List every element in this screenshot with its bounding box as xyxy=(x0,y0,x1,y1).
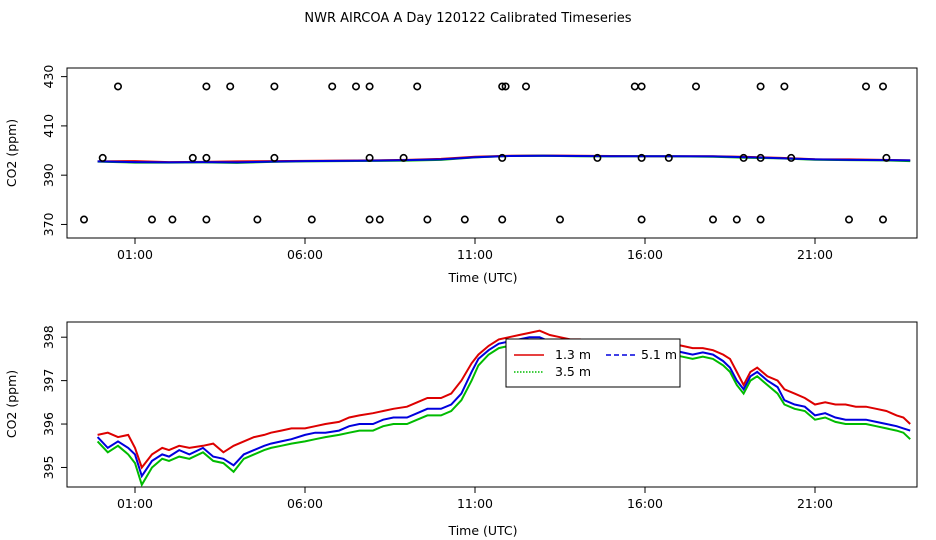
data-point xyxy=(637,215,646,224)
data-point xyxy=(307,215,316,224)
data-point xyxy=(593,153,602,162)
data-point xyxy=(756,215,765,224)
data-point xyxy=(691,82,700,91)
series-line-3-5-m xyxy=(96,338,911,488)
y-tick-label: 396 xyxy=(41,412,56,436)
data-point xyxy=(148,215,157,224)
series-group xyxy=(97,154,911,164)
data-point xyxy=(423,215,432,224)
plot-frame xyxy=(66,67,918,239)
data-point xyxy=(555,215,564,224)
x-tick-label: 21:00 xyxy=(797,247,833,262)
x-tick-label: 11:00 xyxy=(457,247,493,262)
chart-title: NWR AIRCOA A Day 120122 Calibrated Times… xyxy=(304,11,631,26)
y-axis-label: CO2 (ppm) xyxy=(4,370,19,438)
data-point xyxy=(787,153,796,162)
data-point xyxy=(365,82,374,91)
series-line-s2 xyxy=(97,154,911,164)
data-point xyxy=(188,153,197,162)
data-point xyxy=(226,82,235,91)
data-point xyxy=(756,153,765,162)
y-axis-label: CO2 (ppm) xyxy=(4,119,19,187)
data-point xyxy=(202,82,211,91)
x-tick-label: 01:00 xyxy=(117,496,153,511)
data-point xyxy=(351,82,360,91)
y-tick-label: 410 xyxy=(41,114,56,138)
data-point xyxy=(630,82,639,91)
data-point xyxy=(168,215,177,224)
points-group xyxy=(80,82,891,224)
data-point xyxy=(637,153,646,162)
y-tick-label: 395 xyxy=(41,456,56,480)
y-tick-label: 398 xyxy=(41,325,56,349)
x-tick-label: 01:00 xyxy=(117,247,153,262)
legend-label-3-5m: 3.5 m xyxy=(555,364,591,379)
data-point xyxy=(844,215,853,224)
y-tick-label: 390 xyxy=(41,163,56,187)
data-point xyxy=(498,82,507,91)
data-point xyxy=(270,153,279,162)
data-point xyxy=(399,153,408,162)
data-point xyxy=(328,82,337,91)
data-point xyxy=(861,82,870,91)
x-tick-label: 06:00 xyxy=(287,247,323,262)
y-tick-label: 397 xyxy=(41,369,56,393)
panel-all-measurements: 01:00 06:00 11:00 16:00 21:00 370 390 410 430 Ti… xyxy=(4,65,918,285)
data-point xyxy=(664,153,673,162)
legend-box xyxy=(505,338,681,388)
x-axis-label: Time (UTC) xyxy=(447,270,517,285)
y-tick-label: 370 xyxy=(41,212,56,236)
data-point xyxy=(878,215,887,224)
data-point xyxy=(365,153,374,162)
data-point xyxy=(637,82,646,91)
data-point xyxy=(270,82,279,91)
legend-label-1-3m: 1.3 m xyxy=(555,347,591,362)
data-point xyxy=(498,215,507,224)
data-point xyxy=(780,82,789,91)
x-tick-label: 16:00 xyxy=(627,247,663,262)
data-point xyxy=(98,153,107,162)
x-tick-label: 21:00 xyxy=(797,496,833,511)
data-point xyxy=(253,215,262,224)
data-point xyxy=(365,215,374,224)
data-point xyxy=(460,215,469,224)
y-tick-label: 430 xyxy=(41,65,56,89)
series-group xyxy=(96,329,911,488)
data-point xyxy=(882,153,891,162)
x-tick-label: 06:00 xyxy=(287,496,323,511)
legend: 1.3 m 3.5 m 5.1 m xyxy=(505,338,681,388)
tick-group: 01:00 06:00 11:00 16:00 21:00 395 396 397 398 xyxy=(41,325,833,511)
data-point xyxy=(202,153,211,162)
x-tick-label: 11:00 xyxy=(457,496,493,511)
data-point xyxy=(114,82,123,91)
data-point xyxy=(878,82,887,91)
x-tick-label: 16:00 xyxy=(627,496,663,511)
data-point xyxy=(739,153,748,162)
panel-levels: 01:00 06:00 11:00 16:00 21:00 395 396 397 398 Ti… xyxy=(4,321,918,538)
tick-group: 01:00 06:00 11:00 16:00 21:00 370 390 410 430 xyxy=(41,65,833,262)
data-point xyxy=(202,215,211,224)
legend-label-5-1m: 5.1 m xyxy=(641,347,677,362)
data-point xyxy=(413,82,422,91)
data-point xyxy=(708,215,717,224)
series-line-1-3-m xyxy=(97,329,911,470)
plot-frame xyxy=(66,321,918,488)
x-axis-label: Time (UTC) xyxy=(447,523,517,538)
data-point xyxy=(498,153,507,162)
data-point xyxy=(80,215,89,224)
data-point xyxy=(501,82,510,91)
data-point xyxy=(521,82,530,91)
data-point xyxy=(756,82,765,91)
data-point xyxy=(375,215,384,224)
data-point xyxy=(732,215,741,224)
